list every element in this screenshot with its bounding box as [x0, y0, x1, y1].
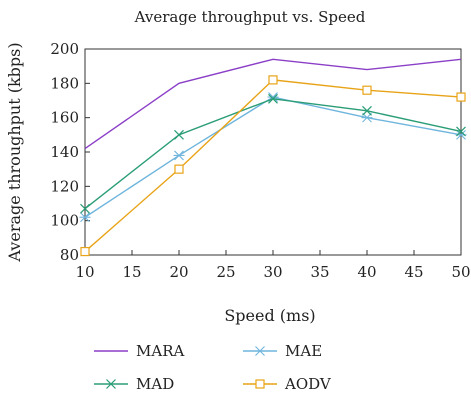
data-point-mad: [268, 93, 278, 104]
data-point-aodv: [362, 85, 372, 95]
y-axis-label: Average throughput (kbps): [5, 42, 24, 262]
y-tick-label: 140: [50, 143, 79, 161]
data-point-aodv: [80, 246, 90, 257]
data-point-aodv: [174, 164, 184, 174]
series-layer: [79, 58, 467, 257]
legend-item-mad: MAD: [94, 375, 174, 393]
series-line-mae: [84, 96, 462, 218]
x-tick-label: 40: [357, 263, 376, 281]
series-mad: [80, 93, 466, 214]
legend-marker-aodv: [255, 379, 265, 389]
legend-label-mad: MAD: [136, 375, 174, 393]
y-tick-label: 180: [50, 74, 79, 92]
legend: MARA MAE MAD AODV: [94, 342, 332, 393]
chart-title: Average throughput vs. Speed: [134, 8, 366, 26]
x-tick-label: 10: [75, 263, 94, 281]
x-tick-label: 15: [122, 263, 141, 281]
legend-marker-mae: [254, 346, 266, 356]
y-tick-label: 120: [50, 177, 79, 195]
legend-label-mara: MARA: [136, 342, 184, 360]
y-tick-label: 160: [50, 109, 79, 127]
legend-item-aodv: AODV: [243, 375, 332, 393]
data-point-mae: [173, 150, 185, 161]
legend-marker-mad: [106, 379, 116, 389]
x-axis: 10 15 20 25 30 35 40 45 50: [75, 250, 471, 281]
data-point-mad: [80, 203, 90, 214]
data-point-mad: [174, 129, 184, 140]
legend-label-aodv: AODV: [284, 375, 332, 393]
y-tick-label: 200: [50, 40, 79, 58]
y-tick-label: 100: [50, 212, 79, 230]
data-point-mae: [79, 212, 91, 223]
data-point-mad: [456, 126, 466, 137]
x-tick-label: 35: [310, 263, 329, 281]
series-mara: [84, 58, 462, 150]
legend-item-mae: MAE: [243, 342, 322, 360]
legend-label-mae: MAE: [285, 342, 322, 360]
x-tick-label: 45: [404, 263, 423, 281]
series-line-mad: [84, 98, 462, 210]
series-mae: [79, 92, 467, 223]
x-axis-label: Speed (ms): [224, 306, 315, 325]
series-line-aodv: [84, 79, 462, 253]
y-axis: 80 100 120 140 160 180 200: [50, 40, 90, 264]
x-tick-label: 20: [169, 263, 188, 281]
data-point-aodv: [456, 92, 466, 102]
x-tick-label: 30: [263, 263, 282, 281]
series-line-mara: [84, 58, 462, 150]
data-point-mae: [361, 112, 373, 123]
series-aodv: [80, 75, 466, 257]
y-tick-label: 80: [60, 246, 79, 264]
data-point-mad: [362, 105, 372, 116]
x-tick-label: 25: [216, 263, 235, 281]
legend-item-mara: MARA: [94, 342, 184, 360]
x-tick-label: 50: [451, 263, 470, 281]
data-point-aodv: [268, 75, 278, 85]
